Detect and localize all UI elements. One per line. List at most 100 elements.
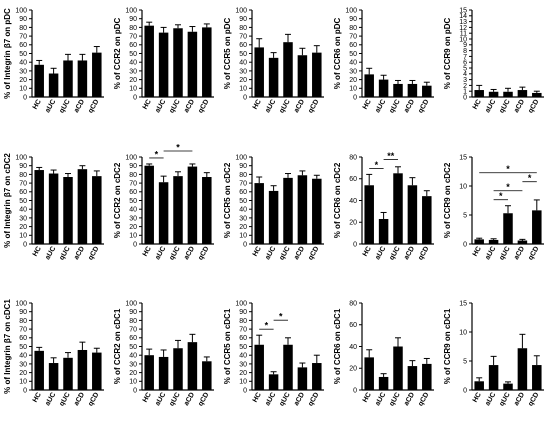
- x-category-label: aCD: [183, 246, 196, 262]
- y-tick-label: 5: [463, 358, 467, 365]
- bar: [144, 355, 154, 390]
- x-category-label: aUC: [484, 392, 497, 408]
- y-tick-label: 50: [239, 344, 247, 351]
- y-tick-label: 60: [239, 335, 247, 342]
- bar: [254, 344, 264, 390]
- y-axis-title: % of CCR6 on pDC: [333, 18, 342, 90]
- y-tick-label: 0: [353, 94, 357, 101]
- x-category-label: aUC: [374, 99, 387, 115]
- y-tick-label: 12: [459, 25, 467, 32]
- x-category-label: qUC: [498, 99, 511, 115]
- y-tick-label: 30: [349, 68, 357, 75]
- x-category-label: qCD: [527, 99, 540, 115]
- y-tick-label: 100: [15, 300, 27, 307]
- x-category-label: qUC: [278, 246, 291, 262]
- y-tick-label: 70: [129, 327, 137, 334]
- y-tick-label: 10: [19, 233, 27, 240]
- x-category-label: aCD: [73, 392, 86, 408]
- y-tick-label: 40: [19, 60, 27, 67]
- y-tick-label: 30: [129, 68, 137, 75]
- y-tick-label: 90: [19, 309, 27, 316]
- bar: [517, 348, 528, 390]
- y-tick-label: 0: [243, 94, 247, 101]
- bar: [393, 346, 403, 390]
- chart-panel: % of CCR9 on pDC0123456789101112131415HC…: [443, 7, 544, 114]
- x-category-label: aCD: [403, 246, 416, 262]
- y-tick-label: 70: [239, 327, 247, 334]
- y-tick-label: 90: [19, 163, 27, 170]
- y-tick-label: 100: [235, 154, 247, 161]
- x-category-label: aUC: [44, 246, 57, 262]
- bar: [187, 166, 198, 244]
- x-category-label: aUC: [374, 246, 387, 262]
- y-tick-label: 50: [19, 198, 27, 205]
- y-tick-label: 30: [129, 215, 137, 222]
- y-tick-label: 15: [459, 300, 467, 307]
- bar: [268, 190, 279, 244]
- y-tick-label: 80: [349, 300, 357, 307]
- y-tick-label: 10: [129, 233, 137, 240]
- y-tick-label: 3: [463, 77, 467, 84]
- y-tick-label: 20: [349, 77, 357, 84]
- y-tick-label: 100: [125, 154, 137, 161]
- x-category-label: qCD: [307, 246, 320, 262]
- y-tick-label: 20: [129, 224, 137, 231]
- x-category-label: aCD: [183, 99, 196, 115]
- x-category-label: aUC: [44, 392, 57, 408]
- y-tick-label: 100: [125, 300, 137, 307]
- y-tick-label: 30: [19, 215, 27, 222]
- chart-panel: % of CCR9 on cDC1 0 5 10 15 HC aUC qUC aCD qCD: [443, 300, 544, 407]
- significance-label: *: [375, 160, 379, 170]
- bar: [254, 47, 264, 97]
- y-tick-label: 80: [129, 25, 137, 32]
- bar: [144, 25, 154, 97]
- y-tick-label: 70: [129, 34, 137, 41]
- y-tick-label: 40: [239, 60, 247, 67]
- y-tick-label: 0: [243, 241, 247, 248]
- y-tick-label: 10: [459, 329, 467, 336]
- bar: [187, 31, 198, 97]
- bar: [202, 177, 212, 244]
- bar: [407, 366, 418, 390]
- y-tick-label: 60: [239, 189, 247, 196]
- y-tick-label: 80: [239, 172, 247, 179]
- y-tick-label: 90: [239, 309, 247, 316]
- x-category-label: HC: [142, 392, 153, 404]
- bar: [393, 83, 403, 97]
- significance-label: *: [265, 321, 269, 331]
- x-category-label: qCD: [197, 99, 210, 115]
- y-tick-label: 10: [19, 86, 27, 93]
- bar: [173, 28, 183, 97]
- bar: [77, 60, 88, 97]
- x-category-label: qCD: [87, 99, 100, 115]
- bar: [407, 83, 418, 97]
- bar: [474, 90, 484, 97]
- x-category-label: HC: [252, 246, 263, 258]
- x-category-label: HC: [32, 392, 43, 404]
- x-category-label: aUC: [484, 99, 497, 115]
- y-tick-label: 20: [129, 370, 137, 377]
- y-tick-label: 20: [19, 224, 27, 231]
- x-category-label: HC: [252, 99, 263, 111]
- bar: [297, 367, 308, 390]
- y-axis-title: % of CCR9 on cDC2: [443, 162, 452, 238]
- y-tick-label: 10: [459, 183, 467, 190]
- y-tick-label: 40: [129, 353, 137, 360]
- x-category-label: qCD: [417, 392, 430, 408]
- y-tick-label: 0: [353, 241, 357, 248]
- y-tick-label: 70: [19, 327, 27, 334]
- y-tick-label: 15: [459, 7, 467, 14]
- y-axis-title: % of CCR5 on cDC2: [223, 162, 232, 238]
- y-tick-label: 60: [239, 42, 247, 49]
- y-axis-title: % of Integrin β7 on cDC1: [3, 299, 12, 394]
- y-tick-label: 100: [235, 300, 247, 307]
- bar: [92, 176, 102, 244]
- y-tick-label: 100: [15, 154, 27, 161]
- x-category-label: qUC: [498, 246, 511, 262]
- y-tick-label: 0: [23, 94, 27, 101]
